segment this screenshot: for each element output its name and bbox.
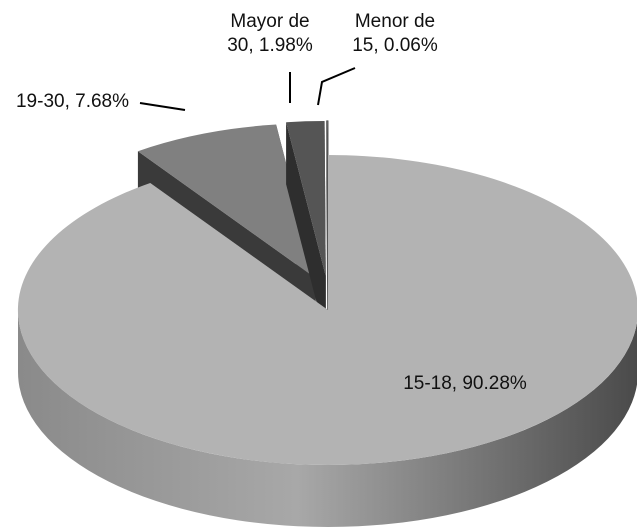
slice-side <box>18 310 637 527</box>
slice <box>286 121 326 276</box>
slice <box>326 120 329 276</box>
leader-line <box>139 102 186 111</box>
data-label: Mayor de 30, 1.98% <box>227 11 313 56</box>
slice <box>17 155 637 465</box>
data-label: Menor de 15, 0.06% <box>352 11 438 56</box>
data-label: 19-30, 7.68% <box>15 91 130 112</box>
leader-line <box>317 67 356 106</box>
data-label: 15-18, 90.28% <box>403 373 527 394</box>
slice-side <box>286 122 326 338</box>
slice <box>137 124 316 279</box>
